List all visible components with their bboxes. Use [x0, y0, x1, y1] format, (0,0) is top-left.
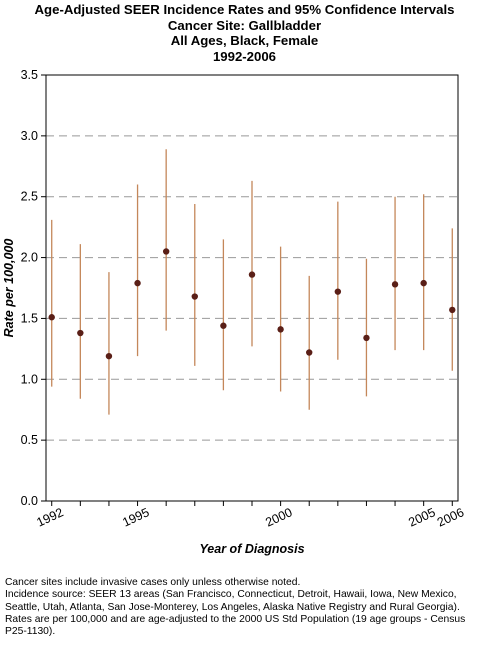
rate-point [105, 352, 113, 360]
y-tick-label: 0.0 [21, 494, 38, 508]
rate-point [449, 306, 456, 314]
y-axis-label: Rate per 100,000 [2, 239, 16, 338]
footnote-invasive-cases: Cancer sites include invasive cases only… [5, 577, 301, 588]
rate-point [306, 349, 313, 356]
rate-point [391, 281, 399, 288]
rate-point [363, 334, 370, 342]
rate-point [420, 279, 427, 287]
chart-title: Age-Adjusted SEER Incidence Rates and 95… [34, 2, 455, 17]
y-tick-label: 3.5 [21, 68, 38, 82]
y-tick-label: 3.0 [21, 129, 38, 143]
x-tick-label: 2000 [263, 505, 294, 529]
rate-point [277, 326, 284, 333]
footnotes: Cancer sites include invasive cases only… [5, 577, 485, 638]
chart-subtitle-population: All Ages, Black, Female [170, 33, 319, 49]
rate-point [248, 271, 256, 278]
rate-point [191, 293, 198, 300]
chart-titles: Age-Adjusted SEER Incidence Rates and 95… [0, 2, 489, 64]
footnote-rate-adjustment: Rates are per 100,000 and are age-adjust… [5, 613, 466, 638]
y-tick-label: 2.5 [21, 190, 38, 204]
rate-point [220, 322, 227, 329]
x-tick-label: 1995 [120, 505, 151, 529]
x-tick-label: 2006 [435, 505, 466, 529]
x-tick-label: 2005 [406, 505, 437, 529]
x-axis-label: Year of Diagnosis [199, 542, 304, 556]
rate-point [48, 314, 55, 321]
rate-point [162, 248, 170, 255]
y-tick-label: 1.0 [21, 372, 38, 386]
y-tick-label: 2.0 [21, 251, 38, 265]
y-tick-label: 1.5 [21, 311, 38, 325]
rate-point [134, 279, 141, 287]
rate-point [334, 288, 342, 295]
chart-subtitle-site: Cancer Site: Gallbladder [167, 17, 322, 33]
incidence-rate-chart: 0.0 0.5 1.0 1.5 2.0 2.5 3.0 3.5 1992 1995 2000 2005… [2, 68, 466, 556]
footnote-incidence-source: Incidence source: SEER 13 areas (San Fra… [5, 589, 460, 613]
rate-point [77, 329, 84, 337]
chart-subtitle-years: 1992-2006 [212, 48, 277, 64]
y-tick-label: 0.5 [21, 433, 38, 447]
x-tick-label: 1992 [34, 505, 65, 529]
